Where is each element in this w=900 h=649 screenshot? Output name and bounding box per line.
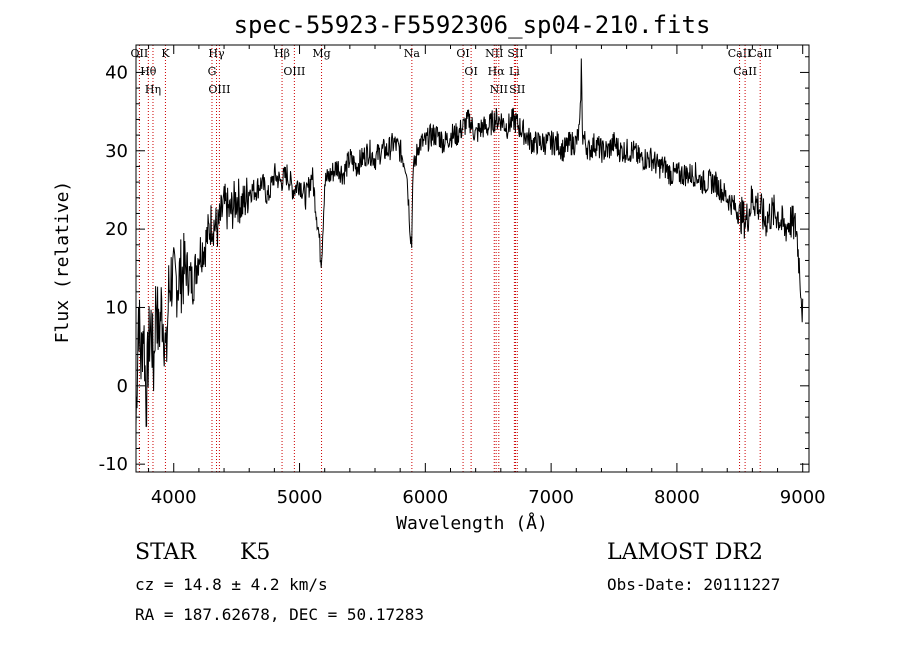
x-axis-ticks: 4000 5000 6000 7000 8000 9000 [148, 45, 826, 508]
spectral-line-label-12: OI [464, 65, 477, 78]
spectral-line-label-21: CaII [748, 47, 772, 60]
spectral-line-label-19: CaII [728, 47, 752, 60]
object-class: STAR [135, 540, 197, 565]
spectral-line-label-10: Na [404, 47, 421, 60]
x-axis-label: Wavelength (Å) [396, 512, 548, 534]
x-tick-label-1: 5000 [277, 487, 323, 508]
spectral-line-label-9: Mg [312, 47, 330, 60]
redshift-cz: cz = 14.8 ± 4.2 km/s [135, 575, 328, 594]
x-tick-label-3: 7000 [528, 487, 574, 508]
spectral-line-label-18: SII [509, 83, 525, 96]
y-axis-ticks: -10 0 10 20 30 40 [99, 56, 809, 475]
spectral-line-label-17: Li [509, 65, 520, 78]
coordinates: RA = 187.62678, DEC = 50.17283 [135, 605, 424, 624]
spectral-line-label-5: G [208, 65, 217, 78]
plot-frame [135, 44, 810, 473]
spectrum-series [135, 58, 804, 428]
survey-name: LAMOST DR2 [607, 540, 763, 565]
spectral-line-label-0: OII [131, 47, 149, 60]
spectrum-line [135, 58, 804, 428]
spectral-line-label-20: CaII [733, 65, 757, 78]
x-tick-label-4: 8000 [654, 487, 700, 508]
spectral-line-label-3: K [161, 47, 170, 60]
spectral-line-label-7: Hβ [274, 47, 290, 60]
spectral-line-label-11: OI [456, 47, 469, 60]
object-subclass: K5 [240, 540, 270, 565]
spectral-line-label-16: SII [507, 47, 523, 60]
y-tick-label-1: 0 [117, 376, 128, 397]
y-axis-label: Flux (relative) [52, 181, 73, 344]
y-tick-label-3: 20 [105, 219, 128, 240]
spectral-line-label-15: NII [490, 83, 508, 96]
x-tick-label-2: 6000 [402, 487, 448, 508]
chart-title: spec-55923-F5592306_sp04-210.fits [234, 11, 711, 39]
y-tick-label-0: -10 [99, 454, 128, 475]
spectral-line-label-2: Hη [145, 83, 161, 96]
spectral-line-label-6: OIII [208, 83, 230, 96]
x-tick-label-5: 9000 [780, 487, 826, 508]
spectral-line-label-13: NII [485, 47, 503, 60]
spectral-line-label-8: OIII [283, 65, 305, 78]
y-tick-label-5: 40 [105, 62, 128, 83]
spectral-line-label-1: Hθ [140, 65, 157, 78]
spectral-line-label-14: Hα [488, 65, 506, 78]
y-tick-label-2: 10 [105, 297, 128, 318]
spectral-line-label-4: Hγ [208, 47, 225, 60]
x-tick-label-0: 4000 [151, 487, 197, 508]
obs-date: Obs-Date: 20111227 [607, 575, 780, 594]
y-tick-label-4: 30 [105, 141, 128, 162]
